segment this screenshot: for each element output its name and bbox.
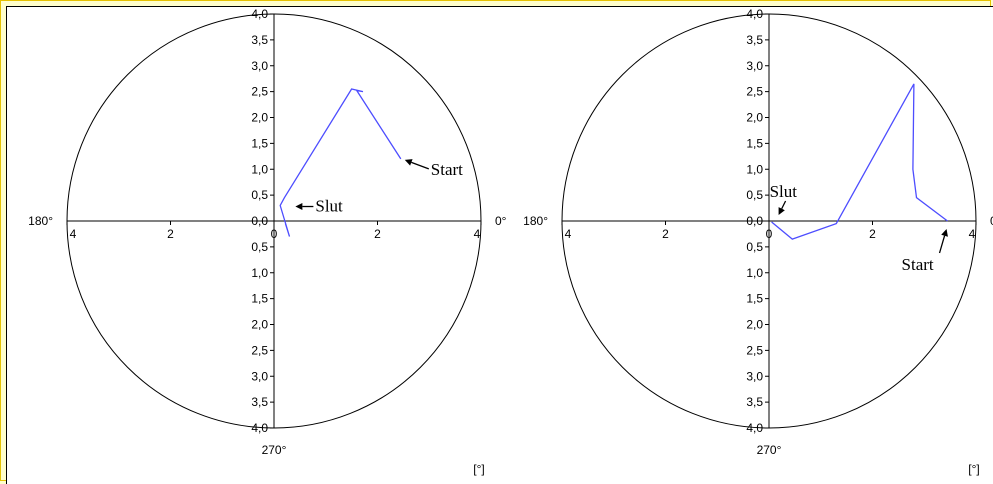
chart-2: 0,0 0,5 0,5 1,0 1,0 1,5 1,5 2,0 2,0 2,5 2,5 3,0 3,0 3… [523,7,993,476]
degree-label-270: 270° [262,443,287,457]
y-tick-label: 0,5 [746,188,763,202]
annotation-arrow-head [295,203,303,211]
annotation-arrow-head [778,207,785,215]
y-tick-label: 4,0 [746,7,763,21]
y-tick-label: 1,5 [746,292,763,306]
degree-label-0: 0° [495,214,507,228]
annotation-arrow-head [404,159,413,166]
start-annotation: Start [902,255,934,274]
degree-label-270: 270° [757,443,782,457]
unit-label: [°] [968,462,979,476]
degree-label-180: 180° [28,214,53,228]
y-tick-label: 3,0 [251,369,268,383]
y-tick-label: 1,0 [746,266,763,280]
y-tick-label: 2,0 [251,318,268,332]
degree-label-180: 180° [523,214,548,228]
y-tick-label: 1,0 [251,162,268,176]
end-annotation: Slut [315,197,343,216]
y-tick-label: 0,5 [746,240,763,254]
x-tick-label: 4 [969,227,976,241]
y-tick-label: 1,5 [746,136,763,150]
y-tick-label: 0,0 [746,214,763,228]
y-tick-label: 3,0 [251,59,268,73]
trajectory-line [279,88,402,237]
y-tick-label: 2,0 [251,111,268,125]
y-tick-label: 2,5 [746,85,763,99]
y-tick-label: 2,5 [251,85,268,99]
x-tick-label: 2 [869,227,876,241]
x-tick-label: 4 [70,227,77,241]
x-tick-label: 0 [766,227,773,241]
degree-label-0: 0° [990,214,993,228]
chart-panel: 0,0 0,5 0,5 1,0 1,0 1,5 1,5 2,0 2,0 2,5 2,5 3,0 3,0 3… [6,6,993,484]
y-tick-label: 2,5 [251,343,268,357]
y-tick-label: 4,0 [251,421,268,435]
y-tick-label: 1,0 [251,266,268,280]
x-tick-label: 0 [271,227,278,241]
trajectory-line [771,83,948,240]
unit-label: [°] [473,462,484,476]
y-tick-label: 4,0 [746,421,763,435]
annotation-arrow-shaft [781,200,787,210]
x-tick-label: 2 [374,227,381,241]
start-annotation: Start [431,160,463,179]
y-tick-label: 3,5 [746,33,763,47]
y-tick-label: 0,0 [251,214,268,228]
x-tick-label: 2 [167,227,174,241]
y-tick-label: 3,5 [251,33,268,47]
annotation-arrow-head [941,229,948,237]
x-tick-label: 4 [474,227,481,241]
y-tick-label: 3,5 [746,395,763,409]
x-tick-label: 2 [662,227,669,241]
y-tick-label: 2,0 [746,111,763,125]
end-annotation: Slut [770,182,798,201]
y-tick-label: 0,5 [251,240,268,254]
y-tick-label: 1,0 [746,162,763,176]
y-tick-label: 3,5 [251,395,268,409]
y-tick-label: 0,5 [251,188,268,202]
x-tick-label: 4 [565,227,572,241]
annotation-arrow-shaft [938,235,946,254]
y-tick-label: 2,5 [746,343,763,357]
y-tick-label: 3,0 [746,369,763,383]
annotation-arrow-shaft [411,161,430,170]
chart-1: 0,0 0,5 0,5 1,0 1,0 1,5 1,5 2,0 2,0 2,5 2,5 3,0 3,0 3… [28,7,507,476]
y-tick-label: 1,5 [251,292,268,306]
y-tick-label: 1,5 [251,136,268,150]
y-tick-label: 4,0 [251,7,268,21]
polar-charts: 0,0 0,5 0,5 1,0 1,0 1,5 1,5 2,0 2,0 2,5 2,5 3,0 3,0 3… [28,7,993,476]
y-tick-label: 2,0 [746,318,763,332]
y-tick-label: 3,0 [746,59,763,73]
